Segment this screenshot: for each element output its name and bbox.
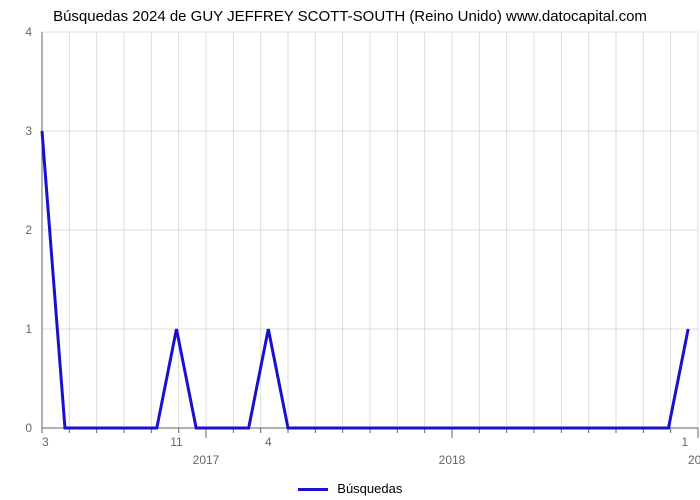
y-tick-label: 0: [25, 421, 32, 435]
x-category-label: 2018: [439, 453, 466, 467]
chart-container: Búsquedas 2024 de GUY JEFFREY SCOTT-SOUT…: [0, 0, 700, 500]
chart-plot: 0 1 2 3 4 2017 2018 201 3 11 4 1: [0, 0, 700, 500]
x-category-label: 2017: [193, 453, 220, 467]
x-data-label: 11: [170, 435, 183, 449]
legend-label: Búsquedas: [337, 481, 402, 496]
y-tick-label: 1: [25, 322, 32, 336]
legend-swatch-icon: [298, 488, 328, 491]
series-line: [42, 131, 688, 428]
y-tick-label: 3: [25, 124, 32, 138]
x-data-label: 1: [681, 435, 688, 449]
x-category-label: 201: [688, 453, 700, 467]
chart-legend: Búsquedas: [0, 481, 700, 496]
y-tick-label: 2: [25, 223, 32, 237]
x-data-label: 4: [265, 435, 272, 449]
y-tick-label: 4: [25, 25, 32, 39]
x-data-label: 3: [42, 435, 49, 449]
